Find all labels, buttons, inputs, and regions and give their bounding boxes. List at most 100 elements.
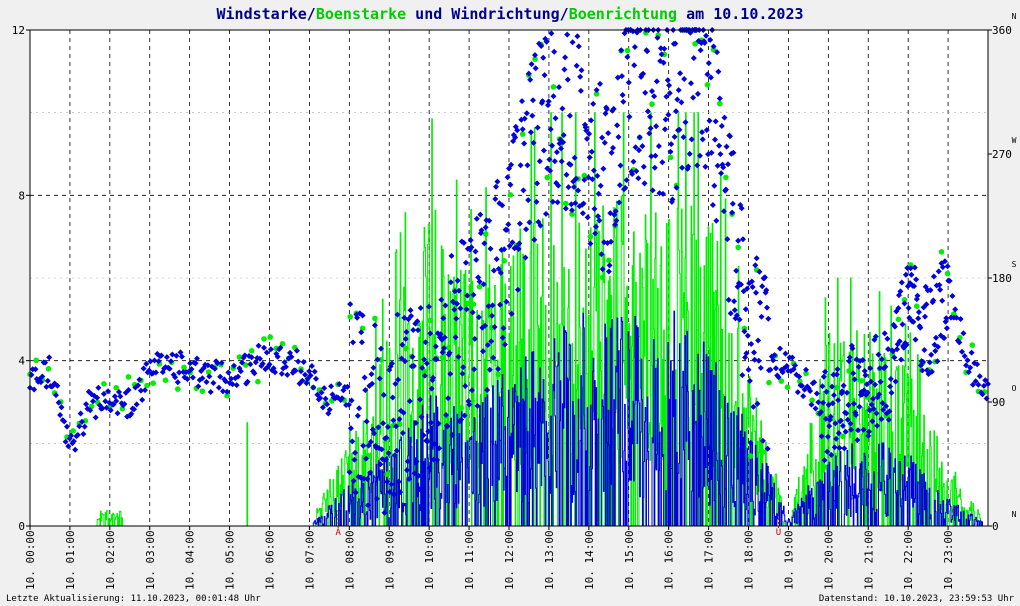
x-tick-label: 10. 15:00 [623,530,636,590]
wind-direction-point [554,199,561,206]
wind-direction-point [735,237,742,244]
wind-direction-point [509,239,516,246]
wind-direction-point [972,378,979,385]
wind-direction-point [43,383,50,390]
wind-direction-point [820,373,827,380]
wind-direction-point [158,352,165,359]
wind-direction-point [499,334,506,341]
wind-direction-point [163,354,170,361]
wind-direction-point [708,149,715,156]
wind-direction-point [195,383,202,390]
wind-direction-point [218,359,225,366]
wind-direction-point [480,281,487,288]
wind-direction-point [426,465,433,472]
wind-direction-point [470,291,477,298]
wind-direction-point [349,438,356,445]
wind-direction-point [448,252,455,259]
wind-direction-point [733,312,740,319]
gust-direction-point [507,192,514,198]
wind-direction-point [811,379,818,386]
wind-direction-point [534,124,541,131]
wind-direction-point [188,366,195,373]
left-tick-label: 0 [18,520,25,533]
wind-direction-point [597,80,603,87]
wind-direction-point [865,432,872,439]
gust-direction-point [778,378,785,384]
wind-direction-point [380,420,387,427]
wind-direction-point [626,113,633,120]
wind-direction-point [800,393,807,400]
wind-direction-point [395,478,402,485]
wind-direction-point [828,451,835,458]
wind-direction-point [720,208,727,215]
wind-direction-point [699,129,705,136]
wind-direction-point [844,416,851,423]
wind-direction-point [919,367,926,374]
wind-direction-point [644,108,651,115]
wind-direction-point [640,70,647,77]
wind-direction-point [324,401,330,408]
wind-direction-point [891,323,898,330]
wind-direction-point [471,366,478,373]
wind-direction-point [686,150,693,157]
wind-direction-point [411,470,418,477]
wind-direction-point [311,368,318,375]
compass-label: N [1012,510,1017,519]
wind-direction-point [378,345,384,352]
wind-direction-point [531,236,538,243]
wind-direction-point [949,293,956,299]
wind-direction-point [369,380,376,387]
x-tick-label: 10. 16:00 [663,530,676,590]
wind-direction-point [880,406,887,413]
x-tick-label: 10. 08:00 [343,530,356,590]
gust-direction-point [704,82,711,88]
wind-direction-point [347,301,354,308]
wind-direction-point [738,281,744,288]
wind-direction-point [589,176,596,183]
wind-direction-point [378,446,385,453]
wind-direction-point [447,279,454,286]
wind-direction-point [822,415,829,422]
gust-direction-point [495,371,501,378]
wind-direction-point [428,385,435,392]
wind-direction-point [410,363,417,369]
wind-direction-point [393,447,400,454]
wind-direction-point [525,197,532,204]
wind-direction-point [560,139,567,146]
wind-direction-point [891,354,898,361]
wind-direction-point [635,175,642,182]
wind-direction-point [433,356,440,363]
wind-direction-point [956,339,963,346]
gust-direction-point [378,357,384,363]
wind-direction-point [482,224,489,231]
wind-direction-point [497,269,504,276]
wind-direction-point [453,315,460,322]
gust-direction-point [519,131,526,137]
wind-direction-point [404,467,410,474]
wind-direction-point [583,127,590,134]
wind-direction-point [859,391,866,398]
gust-direction-point [895,316,902,323]
title-windrichtung: Windrichtung [451,5,559,23]
gust-direction-point [255,378,261,385]
wind-direction-point [581,176,588,183]
left-tick-label: 4 [18,355,25,368]
wind-direction-point [199,375,206,382]
wind-direction-point [730,149,737,156]
wind-direction-point [920,358,926,365]
wind-direction-point [473,215,480,222]
wind-direction-point [952,306,959,313]
gust-direction-point [427,317,434,324]
wind-direction-point [206,373,213,380]
wind-direction-point [822,368,829,375]
wind-direction-point [521,140,528,147]
footer-data-status: Datenstand: 10.10.2023, 23:59:53 Uhr [819,594,1015,604]
wind-direction-point [424,438,431,445]
wind-direction-point [31,386,38,393]
gust-direction-point [624,47,631,54]
wind-direction-point [409,353,416,360]
wind-direction-point [508,310,515,317]
wind-direction-point [529,112,536,119]
gust-direction-point [569,211,575,217]
x-tick-label: 10. 12:00 [503,530,516,590]
